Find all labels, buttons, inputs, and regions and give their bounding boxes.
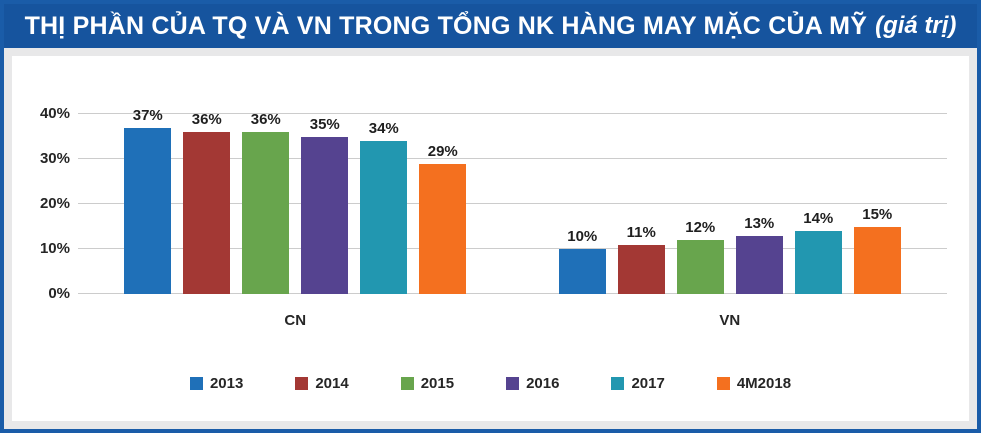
y-tick-label: 0% (48, 285, 70, 302)
legend-swatch (400, 377, 414, 390)
bar-rect (853, 226, 901, 294)
bar-group-vn: 10% 11% 12% 13% 14% 15% (513, 114, 948, 294)
bar-cn-2015: 36% (242, 111, 290, 294)
legend-item-2013: 2013 (189, 375, 244, 392)
chart-title-suffix: (giá trị) (875, 12, 957, 39)
chart-title: THỊ PHẦN CỦA TQ VÀ VN TRONG TỔNG NK HÀNG… (24, 11, 868, 40)
bar-rect (617, 244, 665, 294)
legend-swatch (506, 377, 520, 390)
bar-rect (242, 132, 290, 294)
bar-vn-2017: 14% (794, 210, 842, 294)
bar-rect (124, 127, 172, 294)
bar-vn-2014: 11% (617, 223, 665, 294)
bar-group-cn: 37% 36% 36% 35% 34% 29% (78, 107, 513, 294)
bar-cn-2014: 36% (183, 111, 231, 294)
bar-rect (676, 240, 724, 294)
legend-label: 4M2018 (736, 375, 792, 392)
chart-row: 0% 10% 20% 30% 40% 37% 36% 36% 35% 34% 29% 10% 11% 1… (30, 105, 948, 302)
bar-vn-2016: 13% (735, 214, 783, 294)
gridline (78, 293, 947, 294)
gridline (78, 248, 947, 249)
legend-label: 2014 (315, 375, 349, 392)
legend-item-4M2018: 4M2018 (716, 375, 792, 392)
bar-value-label: 14% (803, 210, 834, 227)
legend-swatch (611, 377, 625, 390)
bar-cn-4M2018: 29% (419, 142, 467, 294)
legend-item-2016: 2016 (506, 375, 559, 392)
bar-rect (794, 231, 842, 294)
gridline (78, 158, 947, 159)
bar-rect (301, 136, 349, 294)
bar-value-label: 10% (567, 228, 598, 245)
chart-canvas: 0% 10% 20% 30% 40% 37% 36% 36% 35% 34% 29% 10% 11% 1… (12, 56, 969, 421)
legend-swatch (189, 377, 203, 390)
bar-value-label: 36% (191, 111, 222, 128)
bar-rect (360, 141, 408, 294)
bar-rect (419, 163, 467, 294)
category-label-vn: VN (719, 312, 741, 329)
bar-vn-4M2018: 15% (853, 205, 901, 294)
bar-rect (183, 132, 231, 294)
title-bar: THỊ PHẦN CỦA TQ VÀ VN TRONG TỔNG NK HÀNG… (4, 4, 977, 48)
category-label-cn: CN (284, 312, 307, 329)
bar-cn-2017: 34% (360, 120, 408, 294)
bar-value-label: 34% (368, 120, 399, 137)
legend: 2013 2014 2015 2016 2017 4M2018 (12, 375, 969, 392)
y-tick-label: 30% (39, 150, 70, 167)
y-axis: 0% 10% 20% 30% 40% (30, 105, 78, 302)
bar-value-label: 29% (427, 142, 458, 160)
gridline (78, 203, 947, 204)
legend-item-2015: 2015 (400, 375, 455, 392)
legend-label: 2016 (526, 375, 560, 392)
gridline (78, 113, 947, 114)
y-tick-label: 40% (39, 105, 70, 122)
category-labels: CN VN (78, 294, 947, 329)
bar-cn-2016: 35% (301, 115, 349, 294)
bar-groups: 37% 36% 36% 35% 34% 29% 10% 11% 12% 13% 14% 15% (78, 107, 948, 294)
legend-label: 2013 (209, 375, 244, 392)
legend-item-2017: 2017 (611, 375, 665, 392)
bar-rect (735, 235, 783, 294)
plot-area: 37% 36% 36% 35% 34% 29% 10% 11% 12% 13% 14% 15% (78, 107, 948, 294)
legend-item-2014: 2014 (295, 375, 349, 392)
y-tick-label: 10% (39, 240, 70, 257)
bar-value-label: 11% (626, 223, 656, 241)
bar-cn-2013: 37% (124, 106, 172, 294)
bar-rect (558, 249, 606, 294)
legend-label: 2015 (420, 375, 455, 392)
legend-swatch (295, 377, 309, 390)
legend-label: 2017 (631, 375, 665, 392)
bar-value-label: 13% (744, 214, 775, 232)
bar-value-label: 35% (309, 115, 340, 133)
legend-swatch (716, 377, 730, 390)
bar-value-label: 12% (685, 219, 716, 236)
bar-vn-2013: 10% (558, 228, 606, 294)
bar-vn-2015: 12% (676, 219, 724, 294)
bar-value-label: 37% (132, 106, 163, 124)
bar-value-label: 15% (862, 205, 893, 223)
y-tick-label: 20% (39, 195, 70, 212)
bar-value-label: 36% (250, 111, 281, 128)
